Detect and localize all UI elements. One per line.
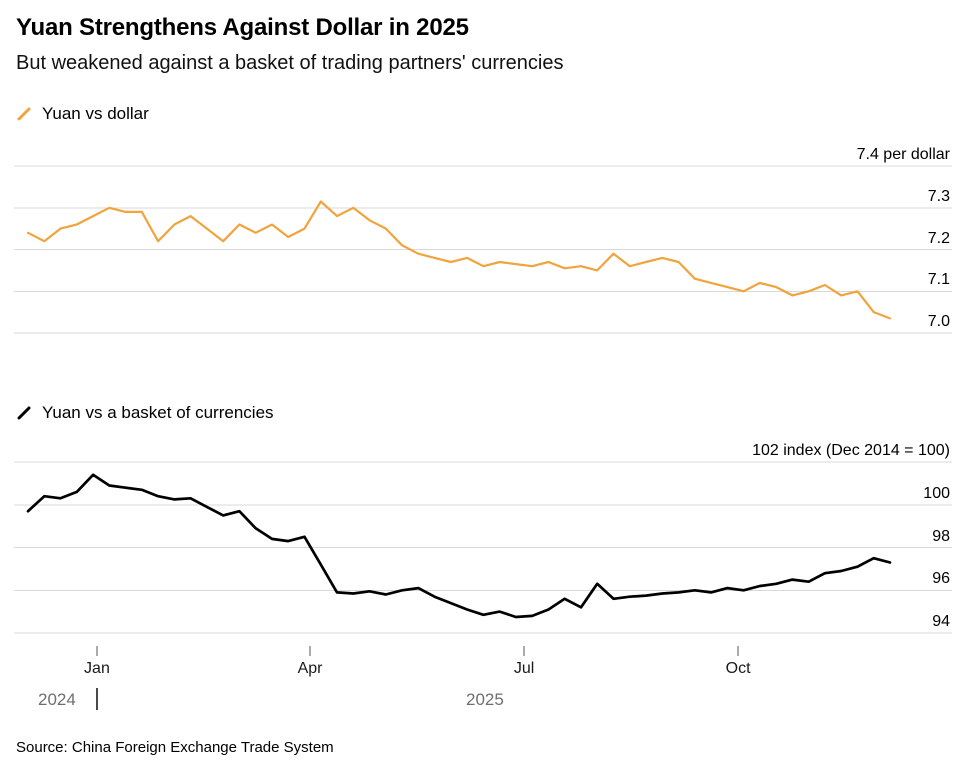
x-axis-tick — [96, 646, 98, 656]
legend-yuan-vs-basket: Yuan vs a basket of currencies — [16, 403, 274, 423]
series-line-1 — [26, 473, 892, 619]
chart-canvas-dollar — [14, 165, 952, 334]
x-axis-tick-label: Jul — [513, 660, 535, 677]
y-axis-tick-label: 98 — [932, 527, 950, 545]
series-line-0 — [26, 200, 892, 320]
chart-title: Yuan Strengthens Against Dollar in 2025 — [16, 14, 469, 41]
chart-yuan-vs-dollar: 7.4 per dollar 7.3 7.2 7.1 7.0 — [0, 140, 966, 350]
source-attribution: Source: China Foreign Exchange Trade Sys… — [16, 739, 334, 756]
y-axis-tick-label: 7.2 — [927, 229, 950, 247]
y-axis-tick-label: 102 index (Dec 2014 = 100) — [752, 442, 950, 459]
x-axis-tick-label: Oct — [725, 660, 751, 677]
y-axis-tick-label: 7.4 per dollar — [856, 146, 950, 163]
legend-slash-icon — [17, 107, 31, 121]
y-axis-tick-label: 7.3 — [927, 187, 950, 205]
chart-canvas-basket — [14, 461, 952, 634]
y-axis-tick-label: 96 — [932, 570, 950, 588]
chart-yuan-vs-basket: 102 index (Dec 2014 = 100) 100 98 96 94 — [0, 440, 966, 655]
legend-label-yuan-vs-basket: Yuan vs a basket of currencies — [42, 403, 274, 422]
y-axis-tick-label: 7.0 — [927, 313, 950, 330]
x-axis-tick-label: Jan — [84, 660, 110, 677]
y-axis-tick-label: 94 — [932, 613, 950, 630]
y-axis-tick-label: 100 — [923, 484, 950, 502]
y-axis-tick-label: 7.1 — [927, 271, 950, 289]
x-axis: Jan Apr Jul Oct — [0, 646, 966, 686]
year-divider-tick — [96, 688, 98, 710]
legend-slash-icon — [17, 406, 31, 420]
year-label-2025: 2025 — [466, 690, 504, 709]
x-axis-tick — [523, 646, 525, 656]
chart-subtitle: But weakened against a basket of trading… — [16, 52, 564, 74]
x-axis-tick-label: Apr — [297, 660, 323, 677]
year-label-2024: 2024 — [38, 690, 76, 709]
x-axis-tick — [737, 646, 739, 656]
legend-yuan-vs-dollar: Yuan vs dollar — [16, 104, 149, 124]
x-axis-tick — [309, 646, 311, 656]
legend-label-yuan-vs-dollar: Yuan vs dollar — [42, 104, 149, 123]
